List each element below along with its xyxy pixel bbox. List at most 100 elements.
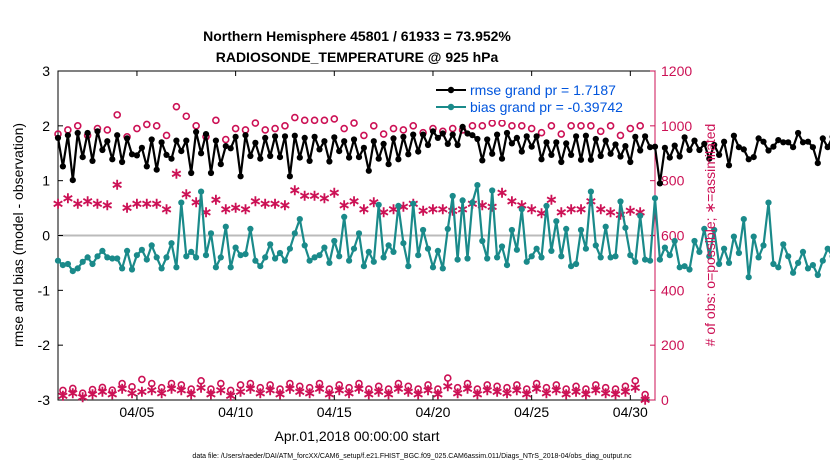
bias-point xyxy=(129,266,135,272)
rmse-point xyxy=(321,138,327,144)
rmse-point xyxy=(815,160,821,166)
bias-point xyxy=(504,262,510,268)
rmse-point xyxy=(731,133,737,139)
rmse-point xyxy=(785,139,791,145)
bias-point xyxy=(89,261,95,267)
rmse-point xyxy=(632,134,638,140)
bias-point xyxy=(474,182,480,188)
bias-point xyxy=(228,264,234,270)
rmse-point xyxy=(395,156,401,162)
x-tick-label: 04/15 xyxy=(317,404,352,420)
bias-point xyxy=(331,238,337,244)
bias-point xyxy=(519,206,525,212)
rmse-point xyxy=(469,132,475,138)
bias-point xyxy=(558,253,564,259)
bias-point xyxy=(272,255,278,261)
bias-point xyxy=(114,255,120,261)
bias-point xyxy=(815,272,821,278)
bias-point xyxy=(622,225,628,231)
bias-point xyxy=(460,197,466,203)
bias-point xyxy=(218,254,224,260)
bias-point xyxy=(346,258,352,264)
x-tick-label: 04/25 xyxy=(514,404,549,420)
bias-point xyxy=(223,224,229,230)
bias-point xyxy=(159,265,165,271)
rmse-point xyxy=(168,156,174,162)
rmse-point xyxy=(159,139,165,145)
footer-note: data file: /Users/raeder/DAI/ATM_forcXX/… xyxy=(192,453,632,460)
rmse-point xyxy=(726,162,732,168)
rmse-point xyxy=(400,134,406,140)
rmse-point xyxy=(203,131,209,137)
rmse-point xyxy=(262,135,268,141)
bias-point xyxy=(553,218,559,224)
legend-rmse-label: rmse grand pr = 1.7187 xyxy=(470,82,616,98)
bias-point xyxy=(213,264,219,270)
bias-point xyxy=(267,241,273,247)
bias-point xyxy=(356,230,362,236)
rmse-point xyxy=(252,140,258,146)
y-right-tick-label: 1200 xyxy=(661,63,692,79)
bias-point xyxy=(198,189,204,195)
rmse-point xyxy=(548,152,554,158)
bias-point xyxy=(80,259,86,265)
rmse-point xyxy=(188,170,194,176)
rmse-point xyxy=(538,156,544,162)
rmse-point xyxy=(208,170,214,176)
rmse-point xyxy=(770,144,776,150)
rmse-point xyxy=(80,154,86,160)
y-left-tick-label: 0 xyxy=(42,228,50,244)
bias-point xyxy=(509,227,515,233)
rmse-point xyxy=(366,168,372,174)
bias-point xyxy=(144,257,150,263)
bias-point xyxy=(302,242,308,248)
bias-point xyxy=(593,242,599,248)
rmse-point xyxy=(178,148,184,154)
rmse-point xyxy=(425,142,431,148)
rmse-point xyxy=(682,134,688,140)
y-left-tick-label: -2 xyxy=(38,337,51,353)
y-right-tick-label: 1000 xyxy=(661,118,692,134)
rmse-point xyxy=(356,154,362,160)
rmse-point xyxy=(588,157,594,163)
rmse-point xyxy=(376,156,382,162)
bias-point xyxy=(149,242,155,248)
bias-point xyxy=(203,252,209,258)
bias-point xyxy=(445,226,451,232)
bias-point xyxy=(173,264,179,270)
bias-point xyxy=(455,257,461,263)
rmse-point xyxy=(820,135,826,141)
bias-point xyxy=(563,226,569,232)
rmse-point xyxy=(420,132,426,138)
bias-point xyxy=(751,234,757,240)
rmse-point xyxy=(430,128,436,134)
rmse-point xyxy=(460,124,466,130)
bias-point xyxy=(178,200,184,206)
rmse-point xyxy=(287,173,293,179)
rmse-point xyxy=(667,155,673,161)
rmse-point xyxy=(691,138,697,144)
rmse-point xyxy=(514,135,520,141)
bias-point xyxy=(790,270,796,276)
rmse-point xyxy=(173,138,179,144)
bias-point xyxy=(484,255,490,261)
rmse-point xyxy=(233,134,239,140)
bias-point xyxy=(820,258,826,264)
bias-point xyxy=(386,242,392,248)
rmse-point xyxy=(85,130,91,136)
bias-point xyxy=(780,241,786,247)
bias-point xyxy=(760,242,766,248)
rmse-point xyxy=(247,153,253,159)
bias-point xyxy=(119,265,125,271)
y-left-tick-label: 2 xyxy=(42,118,50,134)
rmse-point xyxy=(109,156,115,162)
legend-bias-marker xyxy=(448,104,454,110)
rmse-point xyxy=(657,180,663,186)
rmse-point xyxy=(603,138,609,144)
rmse-point xyxy=(242,132,248,138)
rmse-point xyxy=(104,138,110,144)
obs-assimilated-marker: ∗ xyxy=(160,201,173,218)
rmse-point xyxy=(578,157,584,163)
bias-point xyxy=(499,243,505,249)
bias-point xyxy=(637,213,643,219)
